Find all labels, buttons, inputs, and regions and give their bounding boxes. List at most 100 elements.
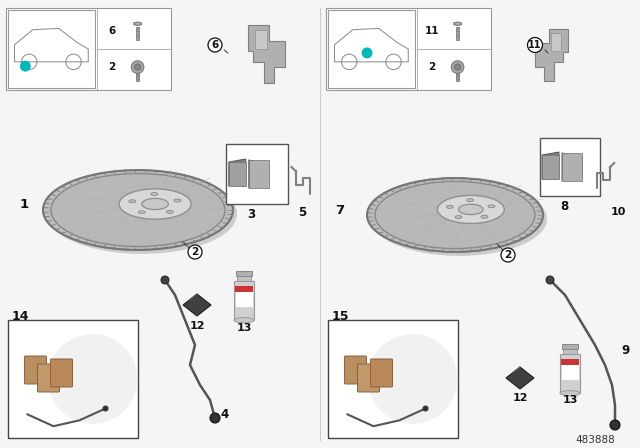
Ellipse shape xyxy=(375,181,535,249)
Ellipse shape xyxy=(433,206,477,224)
Ellipse shape xyxy=(415,198,495,232)
Bar xyxy=(136,27,140,40)
Ellipse shape xyxy=(398,191,512,239)
Text: 7: 7 xyxy=(335,203,344,216)
Circle shape xyxy=(131,61,144,73)
Ellipse shape xyxy=(76,184,200,236)
Text: 11: 11 xyxy=(528,40,541,50)
Ellipse shape xyxy=(124,204,152,216)
Text: 13: 13 xyxy=(236,323,252,333)
Bar xyxy=(542,155,559,179)
Circle shape xyxy=(501,248,515,262)
Text: 12: 12 xyxy=(189,321,205,331)
Bar xyxy=(235,286,253,292)
Text: 15: 15 xyxy=(332,310,349,323)
Bar xyxy=(456,73,460,81)
Circle shape xyxy=(188,245,202,259)
Ellipse shape xyxy=(67,180,209,240)
Circle shape xyxy=(454,64,461,70)
Text: 8: 8 xyxy=(560,199,568,212)
Ellipse shape xyxy=(411,197,499,233)
Text: 4: 4 xyxy=(221,409,229,422)
Circle shape xyxy=(210,413,220,423)
Ellipse shape xyxy=(43,170,233,250)
Polygon shape xyxy=(134,22,141,26)
Text: 6: 6 xyxy=(211,40,219,50)
Ellipse shape xyxy=(371,182,547,256)
Polygon shape xyxy=(249,160,269,188)
Ellipse shape xyxy=(406,195,504,235)
Polygon shape xyxy=(229,159,246,186)
Text: 2: 2 xyxy=(504,250,511,260)
Circle shape xyxy=(161,276,169,284)
Circle shape xyxy=(546,276,554,284)
Ellipse shape xyxy=(166,211,173,213)
Text: 10: 10 xyxy=(611,207,626,217)
Bar xyxy=(326,8,491,90)
Circle shape xyxy=(610,420,620,430)
Text: 9: 9 xyxy=(621,344,629,357)
Circle shape xyxy=(134,64,141,70)
Circle shape xyxy=(47,334,138,424)
Bar xyxy=(561,359,579,365)
Ellipse shape xyxy=(138,211,145,214)
Bar xyxy=(249,160,269,188)
Ellipse shape xyxy=(385,185,525,245)
Ellipse shape xyxy=(458,204,483,215)
Ellipse shape xyxy=(133,208,143,212)
Ellipse shape xyxy=(47,174,237,254)
Polygon shape xyxy=(535,29,568,81)
Text: 11: 11 xyxy=(424,26,439,36)
Ellipse shape xyxy=(420,200,490,230)
Ellipse shape xyxy=(376,182,534,248)
Ellipse shape xyxy=(455,215,462,219)
Text: 2: 2 xyxy=(108,62,115,72)
Bar xyxy=(328,10,415,88)
Text: 12: 12 xyxy=(512,393,528,403)
Polygon shape xyxy=(248,25,285,83)
Text: 13: 13 xyxy=(563,395,578,405)
Ellipse shape xyxy=(446,211,464,219)
Ellipse shape xyxy=(234,318,254,323)
Ellipse shape xyxy=(402,193,508,237)
Text: 5: 5 xyxy=(298,207,306,220)
Bar xyxy=(235,286,253,307)
Ellipse shape xyxy=(57,176,219,244)
Ellipse shape xyxy=(174,199,181,202)
Polygon shape xyxy=(506,367,534,389)
Ellipse shape xyxy=(451,213,460,217)
Ellipse shape xyxy=(90,190,186,230)
FancyBboxPatch shape xyxy=(51,359,72,387)
Ellipse shape xyxy=(129,206,147,214)
Circle shape xyxy=(102,405,109,412)
Ellipse shape xyxy=(467,199,474,202)
Bar xyxy=(560,354,580,393)
Bar xyxy=(562,344,578,349)
Ellipse shape xyxy=(371,180,539,250)
Ellipse shape xyxy=(437,207,472,222)
Bar xyxy=(8,320,138,438)
Ellipse shape xyxy=(119,202,157,218)
FancyBboxPatch shape xyxy=(344,356,367,384)
Ellipse shape xyxy=(100,194,176,226)
Ellipse shape xyxy=(424,202,486,228)
Ellipse shape xyxy=(394,189,516,241)
Ellipse shape xyxy=(129,200,136,203)
Circle shape xyxy=(362,47,372,58)
Ellipse shape xyxy=(488,205,495,208)
Ellipse shape xyxy=(151,193,158,195)
Text: 3: 3 xyxy=(247,207,255,220)
Ellipse shape xyxy=(81,186,195,234)
Ellipse shape xyxy=(115,200,162,220)
Polygon shape xyxy=(454,22,461,26)
Circle shape xyxy=(422,405,429,412)
Ellipse shape xyxy=(437,195,504,224)
Ellipse shape xyxy=(51,173,225,246)
Ellipse shape xyxy=(481,215,488,218)
Bar xyxy=(456,27,460,40)
Text: 2: 2 xyxy=(428,62,435,72)
Bar xyxy=(562,153,582,181)
Polygon shape xyxy=(255,30,267,49)
Bar xyxy=(234,281,254,320)
Ellipse shape xyxy=(142,198,168,210)
